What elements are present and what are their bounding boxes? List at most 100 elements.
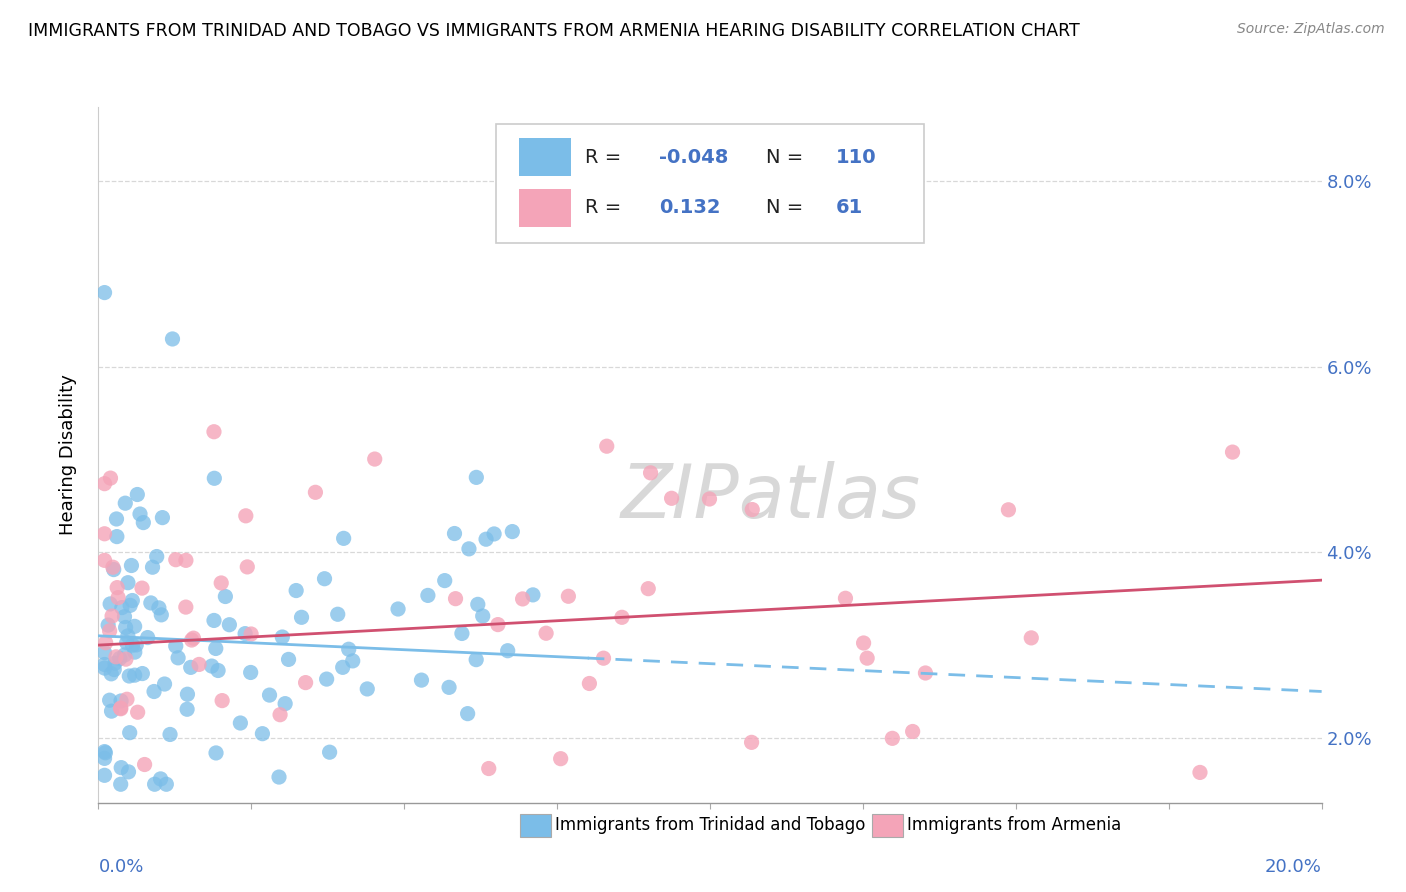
Text: Immigrants from Armenia: Immigrants from Armenia <box>907 816 1121 834</box>
Point <box>93 285 115 300</box>
Point <box>202 425 225 439</box>
Point <box>229 716 252 731</box>
Point <box>318 745 340 759</box>
Text: 110: 110 <box>837 148 877 167</box>
Point <box>105 512 128 526</box>
Point <box>856 651 879 665</box>
Point <box>132 516 155 530</box>
Point <box>103 663 125 677</box>
Point <box>433 574 456 588</box>
Point <box>741 502 763 516</box>
Point <box>103 563 125 577</box>
Point <box>167 650 190 665</box>
Point <box>153 677 176 691</box>
Point <box>139 596 162 610</box>
Point <box>486 617 509 632</box>
Point <box>136 631 159 645</box>
Point <box>290 610 312 624</box>
Point <box>416 589 439 603</box>
Point <box>467 598 489 612</box>
Point <box>105 530 128 544</box>
Text: IMMIGRANTS FROM TRINIDAD AND TOBAGO VS IMMIGRANTS FROM ARMENIA HEARING DISABILIT: IMMIGRANTS FROM TRINIDAD AND TOBAGO VS I… <box>28 22 1080 40</box>
Point <box>117 575 139 590</box>
Point <box>342 654 364 668</box>
Point <box>451 626 474 640</box>
Point <box>114 609 136 624</box>
Point <box>129 507 152 521</box>
Point <box>117 764 139 779</box>
Point <box>104 656 127 670</box>
Point <box>465 470 488 484</box>
Point <box>174 600 197 615</box>
Point <box>637 582 659 596</box>
Point <box>269 707 291 722</box>
Point <box>1019 631 1042 645</box>
Point <box>741 735 763 749</box>
Point <box>239 665 262 680</box>
Point <box>557 589 579 603</box>
Point <box>165 552 187 566</box>
Point <box>141 560 163 574</box>
Point <box>356 681 378 696</box>
Point <box>125 638 148 652</box>
Point <box>124 619 146 633</box>
Point <box>110 694 132 708</box>
Point <box>294 675 316 690</box>
Point <box>534 626 557 640</box>
Point <box>93 768 115 782</box>
Point <box>114 620 136 634</box>
Point <box>100 666 122 681</box>
Point <box>475 532 498 546</box>
Text: R =: R = <box>585 198 621 218</box>
Point <box>267 770 290 784</box>
Point <box>111 600 134 615</box>
Point <box>699 491 721 506</box>
Point <box>661 491 683 506</box>
FancyBboxPatch shape <box>519 189 571 227</box>
Point <box>94 636 117 650</box>
Point <box>1222 445 1244 459</box>
Point <box>93 645 115 659</box>
Point <box>252 727 274 741</box>
Point <box>93 745 115 759</box>
Point <box>550 752 572 766</box>
Point <box>93 476 115 491</box>
Text: 20.0%: 20.0% <box>1265 858 1322 877</box>
Text: Immigrants from Trinidad and Tobago: Immigrants from Trinidad and Tobago <box>555 816 866 834</box>
Point <box>145 549 167 564</box>
Text: -0.048: -0.048 <box>658 148 728 167</box>
Point <box>118 669 141 683</box>
Point <box>236 560 259 574</box>
Point <box>110 702 132 716</box>
Text: N =: N = <box>766 148 804 167</box>
Point <box>188 657 211 672</box>
Point <box>120 599 142 613</box>
Text: Source: ZipAtlas.com: Source: ZipAtlas.com <box>1237 22 1385 37</box>
Point <box>117 629 139 643</box>
Point <box>118 725 141 739</box>
Point <box>578 676 600 690</box>
Point <box>152 510 174 524</box>
Point <box>105 649 128 664</box>
Point <box>93 657 115 672</box>
Point <box>364 452 387 467</box>
Point <box>218 617 240 632</box>
Point <box>121 593 143 607</box>
Point <box>124 645 146 659</box>
Point <box>180 660 202 674</box>
Text: ▮: ▮ <box>886 814 900 837</box>
Point <box>131 666 153 681</box>
Point <box>143 684 166 698</box>
Point <box>207 664 229 678</box>
Point <box>100 471 122 485</box>
Point <box>471 609 494 624</box>
Point <box>259 688 281 702</box>
Point <box>443 526 465 541</box>
Point <box>1188 765 1211 780</box>
Y-axis label: Hearing Disability: Hearing Disability <box>59 375 77 535</box>
Text: 0.132: 0.132 <box>658 198 720 218</box>
Point <box>100 704 122 718</box>
Text: ▮: ▮ <box>534 814 548 837</box>
Point <box>148 600 170 615</box>
Point <box>235 508 257 523</box>
